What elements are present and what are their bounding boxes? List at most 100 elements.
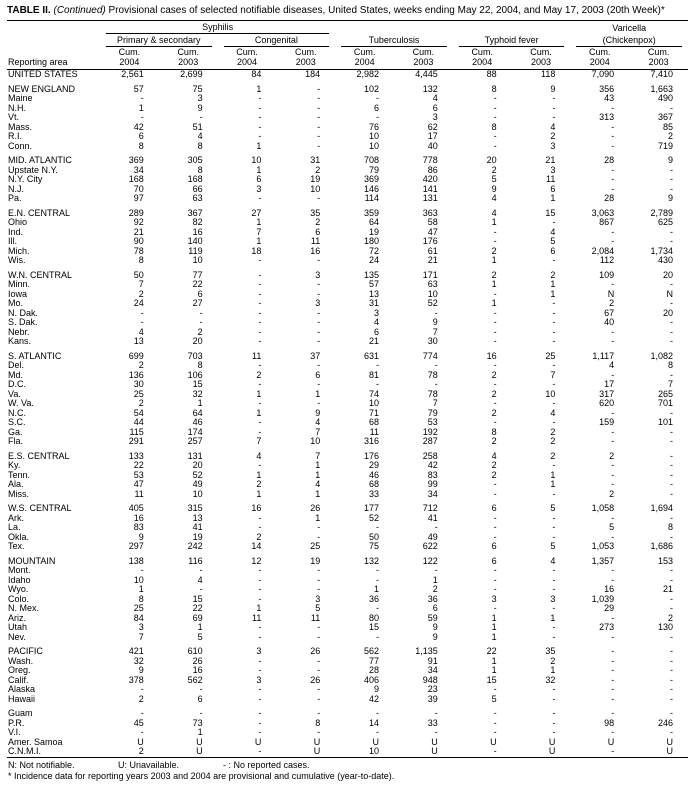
- value-cell: -: [552, 460, 556, 470]
- value-cell: 62: [427, 121, 438, 132]
- table-row: Ala. 47 49 2 4 68 99 - 1 - -: [7, 479, 688, 490]
- value-cell: 3: [550, 593, 556, 604]
- table-row: Mich. 78 119 18 16 72 61 2 6 2,084 1,734: [7, 245, 688, 257]
- col-varicella-cum-2004: Cum. 2004: [570, 47, 630, 70]
- value-cell: 34: [427, 665, 438, 675]
- value-cell: 4: [550, 407, 556, 418]
- value-cell: -: [670, 488, 673, 499]
- value-cell: -: [258, 693, 262, 704]
- value-cell: 14: [251, 541, 262, 551]
- value-cell: -: [493, 746, 497, 756]
- reporting-area-cell: S. ATLANTIC: [8, 350, 62, 361]
- value-cell: -: [670, 727, 673, 737]
- value-cell: -: [258, 398, 262, 408]
- reporting-area-cell: Ariz.: [8, 612, 26, 623]
- value-cell: -: [376, 631, 379, 642]
- reporting-area-cell: V.I.: [8, 727, 21, 737]
- value-cell: -: [611, 646, 615, 656]
- value-cell: 1: [550, 469, 556, 480]
- value-cell: -: [317, 83, 321, 94]
- value-cell: 369: [363, 174, 379, 184]
- value-cell: 5: [550, 541, 556, 551]
- value-cell: 1: [550, 479, 556, 489]
- value-cell: 78: [427, 369, 438, 380]
- value-cell: 1: [491, 298, 497, 308]
- value-cell: -: [552, 565, 556, 575]
- value-cell: 25: [133, 603, 144, 613]
- value-cell: 85: [662, 121, 673, 132]
- value-cell: 81: [368, 369, 379, 380]
- value-cell: 153: [657, 555, 673, 566]
- value-cell: 289: [128, 207, 144, 218]
- value-cell: -: [258, 426, 262, 437]
- value-cell: 10: [133, 574, 144, 585]
- value-cell: 141: [422, 183, 438, 194]
- value-cell: 10: [545, 388, 556, 399]
- footnote-unavailable: U: Unavailable.: [118, 759, 180, 770]
- value-cell: 4: [550, 121, 556, 132]
- value-cell: 75: [368, 541, 379, 551]
- value-cell: 78: [133, 245, 144, 256]
- value-cell: 57: [133, 83, 144, 94]
- value-cell: 1,117: [592, 350, 615, 361]
- value-cell: -: [258, 727, 262, 737]
- value-cell: 2: [315, 217, 321, 227]
- value-cell: -: [552, 360, 556, 370]
- value-cell: 6: [138, 131, 144, 141]
- reporting-area-cell: PACIFIC: [8, 646, 43, 656]
- value-cell: -: [611, 512, 615, 523]
- value-cell: -: [493, 326, 497, 337]
- value-cell: 369: [128, 155, 144, 165]
- value-cell: 46: [368, 469, 379, 480]
- value-cell: 620: [599, 398, 615, 408]
- value-cell: -: [611, 727, 615, 737]
- reporting-area-cell: N.C.: [8, 407, 26, 418]
- value-cell: -: [317, 522, 321, 532]
- value-cell: -: [670, 646, 673, 656]
- value-cell: 10: [368, 131, 379, 141]
- value-cell: 116: [188, 555, 203, 566]
- value-cell: 699: [128, 350, 144, 361]
- value-cell: 109: [599, 269, 615, 280]
- value-cell: 406: [363, 674, 379, 685]
- value-cell: 180: [363, 236, 379, 246]
- value-cell: -: [140, 684, 144, 694]
- value-cell: 26: [310, 503, 321, 513]
- value-cell: -: [670, 693, 673, 704]
- value-cell: 2: [256, 531, 262, 542]
- value-cell: 45: [133, 717, 144, 728]
- value-cell: -: [376, 93, 379, 103]
- value-cell: 68: [368, 479, 379, 489]
- reporting-area-cell: Del.: [8, 360, 25, 370]
- value-cell: 32: [192, 388, 203, 399]
- value-cell: 3: [550, 140, 556, 151]
- value-cell: 305: [187, 155, 203, 165]
- value-cell: 701: [657, 398, 673, 408]
- table-row: S. ATLANTIC 699 703 11 37 631 774 16 25 1,117 1,08…: [7, 350, 688, 362]
- value-cell: 3: [256, 183, 262, 194]
- value-cell: 1: [256, 407, 262, 418]
- value-cell: 2: [609, 488, 615, 499]
- value-cell: 122: [422, 555, 438, 566]
- value-cell: -: [670, 369, 673, 380]
- table-row: N.C. 54 64 1 9 71 79 2 4 - -: [7, 407, 688, 419]
- value-cell: 101: [657, 417, 673, 427]
- value-cell: 1: [315, 460, 321, 470]
- reporting-area-cell: Ind.: [8, 226, 24, 237]
- table-row: Va. 25 32 1 1 74 78 2 10 317 265: [7, 388, 688, 400]
- value-cell: -: [376, 379, 379, 389]
- reporting-area-cell: Oreg.: [8, 665, 31, 675]
- value-cell: 2: [491, 407, 497, 418]
- reporting-area-cell: W.N. CENTRAL: [8, 269, 73, 280]
- value-cell: 34: [427, 488, 438, 499]
- value-cell: 708: [363, 155, 379, 165]
- value-cell: 1: [138, 584, 144, 594]
- value-cell: 1: [550, 288, 556, 299]
- value-cell: 91: [427, 655, 438, 666]
- value-cell: 7,410: [650, 69, 673, 79]
- value-cell: 2,561: [121, 69, 144, 79]
- value-cell: 257: [187, 436, 203, 446]
- value-cell: 15: [368, 622, 379, 632]
- col-syphilis-ps-cum-2004: Cum. 2004: [100, 47, 159, 70]
- value-cell: 77: [368, 655, 379, 666]
